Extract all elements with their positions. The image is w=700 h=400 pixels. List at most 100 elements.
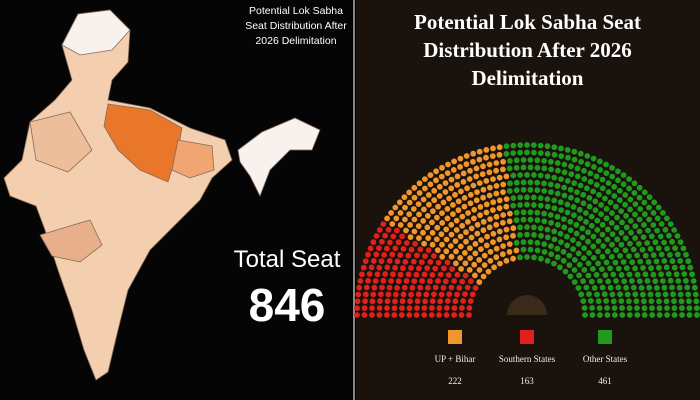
seat (646, 194, 653, 201)
seat (486, 192, 493, 199)
seat (607, 199, 614, 206)
seat (388, 210, 394, 216)
seat (671, 264, 678, 271)
seat (605, 189, 612, 195)
total-value: 846 (248, 279, 326, 331)
seat (363, 284, 370, 291)
seat (632, 235, 638, 242)
seat (544, 143, 551, 150)
seat (437, 298, 444, 305)
seat (541, 158, 547, 164)
seat (603, 206, 610, 212)
seat (588, 278, 595, 285)
seat (576, 272, 582, 279)
seat (415, 223, 422, 230)
seat (534, 247, 541, 254)
seat (591, 285, 598, 291)
seat (402, 216, 408, 223)
seat (671, 312, 678, 318)
seat (590, 233, 597, 240)
seat (500, 219, 506, 226)
seat (524, 231, 530, 238)
seat (609, 231, 616, 238)
seat (627, 240, 633, 247)
seat (626, 298, 632, 305)
seat (405, 271, 412, 278)
seat (629, 259, 636, 266)
seat (671, 305, 678, 311)
seat (517, 149, 523, 156)
seat (551, 151, 558, 158)
seat (658, 221, 665, 227)
seat (590, 255, 597, 261)
seat (398, 312, 405, 318)
seat (674, 251, 681, 258)
seat (636, 194, 643, 201)
seat (641, 312, 648, 318)
seat (609, 210, 615, 217)
seat (626, 312, 633, 318)
seat (527, 186, 534, 193)
seat (548, 219, 554, 226)
seat (674, 233, 681, 239)
seat (463, 229, 469, 236)
seat-group (384, 144, 520, 285)
seat (632, 223, 639, 230)
seat (662, 291, 669, 298)
legend-value: 222 (448, 376, 462, 386)
seat (394, 258, 401, 265)
seat (694, 305, 700, 312)
seat (577, 182, 584, 189)
seat (411, 184, 418, 191)
seat (484, 233, 490, 240)
seat (411, 194, 418, 201)
seat (439, 241, 445, 248)
seat (467, 245, 473, 252)
seat (480, 163, 486, 170)
seat (382, 271, 389, 277)
seat (429, 298, 436, 304)
seat (459, 213, 466, 220)
seat (474, 230, 481, 237)
seat (424, 265, 431, 271)
seat (579, 225, 586, 232)
seat (439, 164, 445, 171)
seat (599, 221, 606, 228)
seat (410, 206, 417, 212)
seat (611, 183, 618, 190)
seat (541, 188, 548, 194)
seat (640, 265, 646, 271)
seat (538, 232, 544, 239)
seat (584, 161, 591, 168)
seat (444, 305, 450, 311)
seat (357, 278, 364, 284)
seat (421, 271, 428, 278)
seat (465, 219, 471, 225)
seat (493, 183, 500, 189)
seat (580, 298, 587, 304)
seat (573, 230, 580, 237)
seat (361, 305, 368, 311)
seat (605, 278, 612, 285)
seat (469, 291, 476, 298)
seat (664, 215, 670, 222)
seat (557, 230, 564, 237)
seat (551, 174, 558, 181)
seat (548, 251, 555, 258)
seat (460, 178, 467, 185)
seat (586, 195, 593, 201)
seat (610, 271, 617, 278)
seat-group (503, 142, 700, 318)
seat (496, 197, 503, 204)
seat (461, 203, 468, 210)
seat (411, 216, 418, 223)
seat (426, 201, 432, 208)
seat (564, 178, 571, 184)
seat (544, 226, 551, 233)
seat (627, 206, 633, 213)
seat (423, 291, 430, 298)
seat (619, 305, 625, 311)
seat (490, 145, 496, 152)
seat (585, 272, 592, 279)
seat (513, 217, 520, 224)
